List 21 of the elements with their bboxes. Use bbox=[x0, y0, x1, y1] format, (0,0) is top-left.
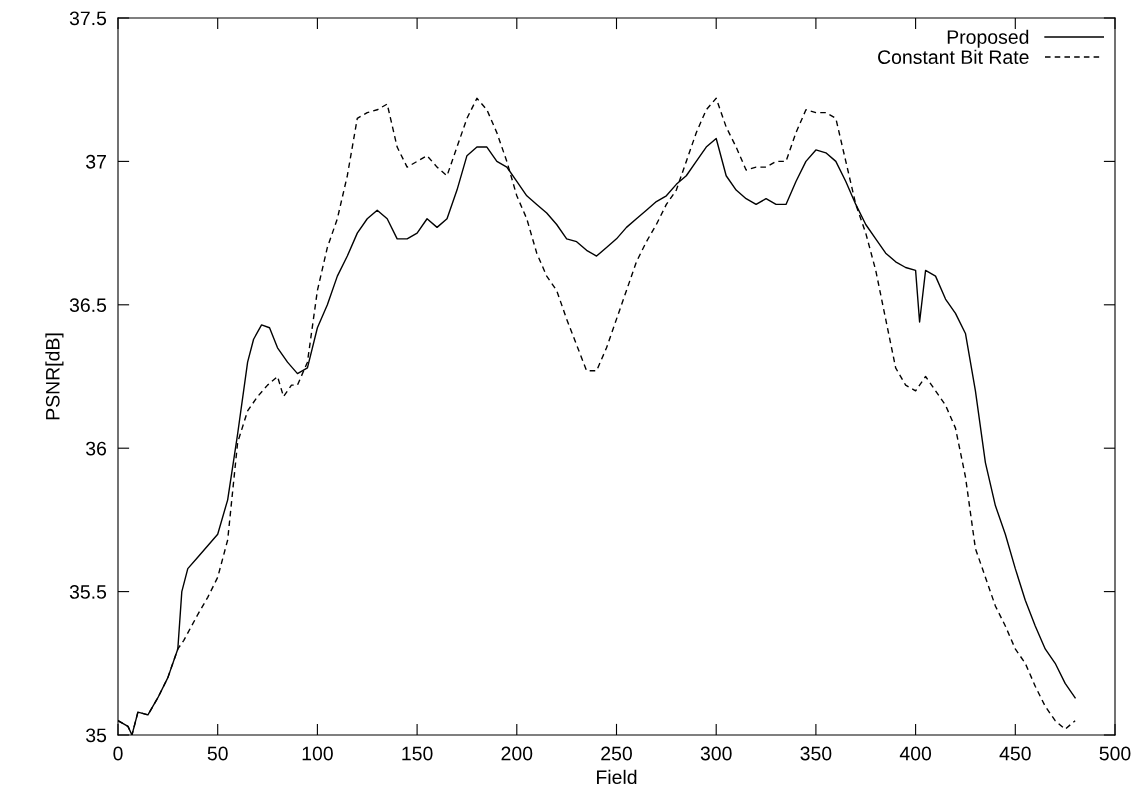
y-tick-label: 37 bbox=[86, 154, 106, 169]
y-axis-title: PSNR[dB] bbox=[45, 333, 64, 420]
y-tick-label: 35.5 bbox=[69, 585, 107, 599]
x-tick-label: 450 bbox=[999, 746, 1031, 761]
legend-label: Proposed bbox=[947, 29, 1029, 48]
x-tick-label: 0 bbox=[113, 746, 123, 761]
x-tick-label: 200 bbox=[501, 746, 533, 761]
x-tick-label: 350 bbox=[800, 746, 832, 761]
y-tick-label: 36.5 bbox=[69, 298, 107, 313]
x-tick-label: 50 bbox=[207, 746, 228, 761]
y-tick-label: 37.5 bbox=[69, 11, 107, 26]
y-tick-label: 35 bbox=[86, 728, 107, 743]
x-tick-label: 500 bbox=[1099, 746, 1131, 761]
x-tick-label: 300 bbox=[700, 746, 732, 761]
x-tick-label: 400 bbox=[899, 746, 932, 761]
x-tick-label: 150 bbox=[402, 746, 433, 761]
x-axis-title: Field bbox=[597, 769, 637, 785]
legend-label: Constant Bit Rate bbox=[878, 49, 1029, 65]
x-tick-label: 100 bbox=[302, 746, 333, 761]
y-tick-label: 36 bbox=[86, 441, 107, 456]
x-tick-label: 250 bbox=[601, 746, 632, 761]
